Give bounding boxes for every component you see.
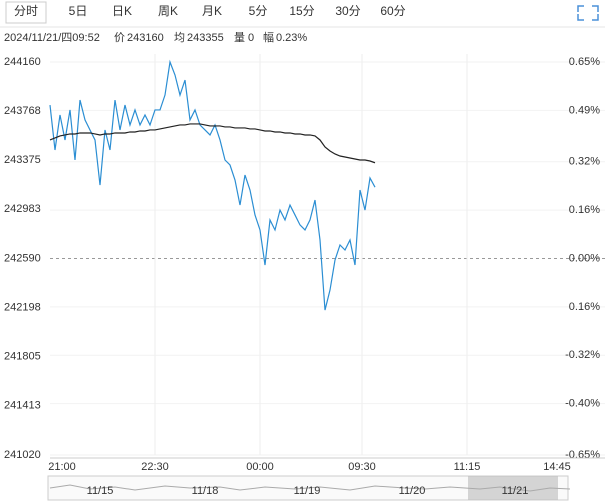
info-time: 2024/11/21/四09:52: [4, 32, 100, 44]
x-tick-label: 21:00: [48, 461, 76, 473]
y-tick-label: 242590: [4, 252, 41, 264]
tab[interactable]: 月K: [202, 4, 222, 18]
y-tick-label: 244160: [4, 56, 41, 68]
tab[interactable]: 周K: [158, 4, 178, 18]
x-tick-label: 00:00: [246, 461, 274, 473]
navigator-label: 11/18: [192, 485, 219, 497]
y2-tick-label: 0.49%: [569, 104, 600, 116]
price-line: [49, 59, 376, 311]
y2-tick-label: -0.65%: [565, 449, 600, 461]
tab[interactable]: 5分: [249, 4, 268, 18]
navigator-label: 11/21: [502, 485, 529, 497]
info-avg: 243355: [187, 32, 224, 44]
y-tick-label: 241020: [4, 449, 41, 461]
info-price-label: 价: [114, 31, 125, 44]
x-tick-label: 11:15: [454, 461, 481, 473]
y-tick-label: 243375: [4, 154, 41, 166]
tab[interactable]: 60分: [380, 4, 405, 18]
tab[interactable]: 5日: [69, 4, 88, 18]
y2-tick-label: 0.65%: [569, 56, 600, 68]
y-tick-label: 242983: [4, 203, 41, 215]
y-tick-label: 241413: [4, 400, 41, 412]
average-line: [49, 123, 376, 164]
y2-tick-label: 0.16%: [569, 301, 600, 313]
y-tick-label: 241805: [4, 351, 41, 363]
y2-tick-label: 0.00%: [569, 252, 600, 264]
x-tick-label: 14:45: [543, 461, 571, 473]
x-tick-label: 22:30: [141, 461, 169, 473]
navigator-line: [49, 484, 571, 492]
x-tick-label: 09:30: [348, 461, 376, 473]
info-amp: 0.23%: [276, 32, 307, 44]
info-amp-label: 幅: [263, 31, 274, 44]
y2-tick-label: 0.16%: [569, 204, 600, 216]
y2-tick-label: -0.40%: [565, 398, 600, 410]
tab[interactable]: 15分: [289, 4, 314, 18]
tab-selected: [5, 1, 47, 24]
navigator-label: 11/15: [87, 485, 114, 497]
navigator-label: 11/20: [399, 485, 426, 497]
navigator-label: 11/19: [294, 485, 321, 497]
navigator-window[interactable]: [468, 476, 558, 500]
fullscreen-icon[interactable]: [577, 5, 599, 21]
y2-tick-label: 0.32%: [569, 156, 600, 168]
y-tick-label: 242198: [4, 301, 41, 313]
y2-tick-label: -0.32%: [565, 349, 600, 361]
info-vol-label: 量: [234, 31, 245, 44]
tab[interactable]: 分时: [14, 4, 38, 18]
info-vol: 0: [248, 32, 254, 44]
tab[interactable]: 30分: [335, 4, 360, 18]
info-avg-label: 均: [174, 31, 185, 44]
y-tick-label: 243768: [4, 105, 41, 117]
info-price: 243160: [127, 32, 164, 44]
tab[interactable]: 日K: [112, 4, 132, 18]
